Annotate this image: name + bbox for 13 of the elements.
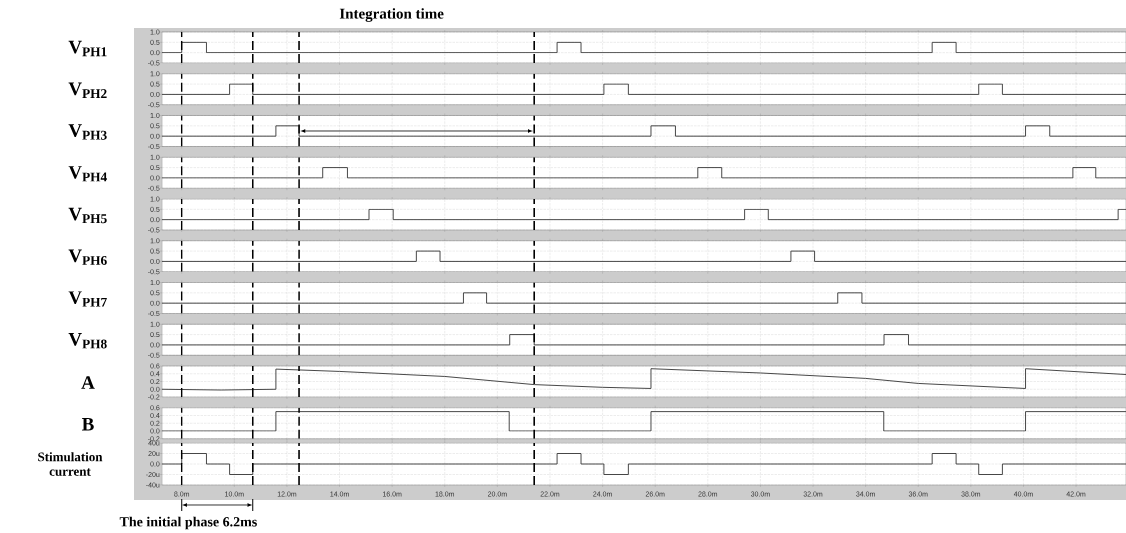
y-axis-title: B — [81, 418, 94, 431]
y-axis-title: V$_{PH5}$ — [68, 207, 107, 224]
y-axis-title: V$_{PH6}$ — [68, 249, 107, 265]
text: The initial phase 6.2ms — [119, 516, 257, 530]
y-axis-title: V$_{PH1}$ — [68, 40, 107, 57]
y-axis-title: V$_{PH7}$ — [68, 291, 107, 307]
y-axis-title: V$_{PH2}$ — [68, 82, 107, 98]
y-axis-title: V$_{PH4}$ — [68, 166, 107, 182]
y-axis-title: A — [81, 376, 95, 389]
y-axis-title: V$_{PH3}$ — [68, 124, 107, 140]
text: Integration time — [339, 8, 444, 22]
y-axis-title: V$_{PH8}$ — [68, 333, 107, 349]
y-axis-title: Stimulation current — [38, 452, 103, 476]
